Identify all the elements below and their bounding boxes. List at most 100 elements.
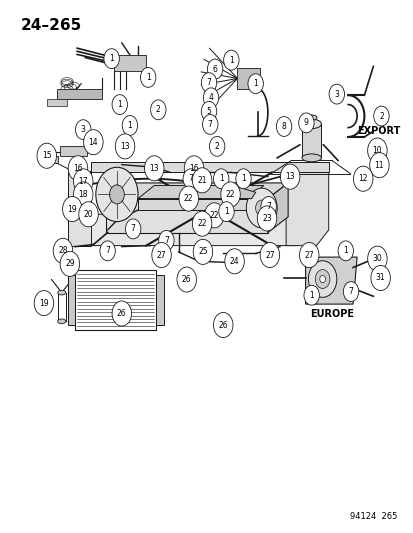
Circle shape [104, 49, 119, 69]
Polygon shape [91, 162, 328, 173]
Text: 7: 7 [131, 224, 135, 233]
Circle shape [62, 197, 82, 222]
Polygon shape [47, 99, 67, 106]
Text: 2: 2 [378, 111, 383, 120]
Circle shape [125, 219, 140, 239]
Circle shape [74, 169, 93, 194]
Text: 27: 27 [304, 251, 313, 260]
Text: 23: 23 [261, 214, 271, 223]
Circle shape [220, 182, 240, 207]
Circle shape [319, 276, 325, 282]
Text: 29: 29 [65, 260, 74, 269]
Text: 13: 13 [149, 164, 159, 173]
Ellipse shape [301, 154, 320, 162]
Circle shape [53, 238, 73, 263]
Circle shape [276, 117, 291, 136]
Circle shape [140, 68, 156, 87]
Text: 26: 26 [181, 275, 191, 284]
Circle shape [144, 156, 164, 181]
Circle shape [337, 241, 353, 261]
Circle shape [193, 239, 212, 264]
Circle shape [308, 261, 336, 297]
Circle shape [373, 106, 388, 126]
Circle shape [68, 156, 88, 181]
Circle shape [223, 50, 238, 70]
Text: 3: 3 [334, 90, 338, 99]
Circle shape [246, 188, 277, 228]
Text: 22: 22 [183, 194, 193, 203]
Text: 27: 27 [264, 251, 274, 260]
Circle shape [78, 201, 98, 227]
Text: 11: 11 [374, 160, 383, 169]
Circle shape [115, 134, 135, 159]
Circle shape [260, 197, 276, 216]
Circle shape [37, 143, 56, 168]
Circle shape [298, 113, 313, 133]
Text: EUROPE: EUROPE [309, 309, 353, 319]
Text: 3: 3 [81, 125, 85, 134]
Circle shape [207, 59, 222, 79]
Text: 1: 1 [253, 79, 257, 88]
Text: 2: 2 [214, 142, 219, 151]
Circle shape [100, 241, 115, 261]
Text: 6: 6 [212, 64, 217, 74]
Circle shape [201, 72, 216, 93]
Circle shape [95, 167, 138, 222]
Circle shape [178, 186, 198, 211]
Circle shape [112, 95, 127, 115]
Text: 7: 7 [105, 246, 110, 255]
Text: 24: 24 [229, 257, 239, 266]
Text: 8: 8 [281, 122, 286, 131]
Circle shape [315, 270, 329, 288]
Polygon shape [75, 270, 156, 330]
Polygon shape [68, 173, 91, 246]
Circle shape [122, 116, 137, 135]
Text: 9: 9 [303, 118, 308, 127]
Text: 27: 27 [157, 251, 166, 260]
Text: 1: 1 [342, 246, 347, 255]
Polygon shape [114, 55, 146, 71]
Text: 1: 1 [223, 207, 228, 216]
Circle shape [83, 130, 103, 155]
Text: 10: 10 [372, 146, 381, 155]
Circle shape [370, 265, 389, 290]
Polygon shape [79, 214, 318, 246]
Polygon shape [105, 199, 267, 232]
Circle shape [213, 312, 233, 337]
Circle shape [201, 101, 216, 122]
Circle shape [259, 243, 279, 268]
Text: 1: 1 [228, 55, 233, 64]
Polygon shape [40, 156, 57, 163]
Circle shape [184, 156, 203, 181]
Polygon shape [305, 257, 356, 304]
Ellipse shape [57, 319, 66, 324]
Circle shape [150, 100, 166, 120]
Circle shape [158, 230, 174, 251]
Circle shape [353, 166, 372, 191]
Text: 18: 18 [78, 190, 88, 199]
Text: 94124  265: 94124 265 [349, 512, 397, 521]
Circle shape [235, 169, 251, 189]
Text: 7: 7 [206, 78, 211, 87]
Circle shape [280, 164, 299, 189]
Polygon shape [156, 276, 163, 325]
Text: 22: 22 [209, 211, 218, 220]
Text: 14: 14 [88, 138, 98, 147]
Circle shape [247, 74, 263, 94]
Text: EXPORT: EXPORT [356, 126, 399, 136]
Ellipse shape [57, 290, 66, 295]
Text: 1: 1 [127, 121, 132, 130]
Circle shape [224, 249, 244, 274]
Text: 2: 2 [156, 106, 160, 114]
Circle shape [367, 246, 386, 271]
Circle shape [342, 281, 358, 302]
Polygon shape [68, 276, 75, 325]
Circle shape [75, 120, 91, 140]
Circle shape [255, 200, 267, 216]
Polygon shape [285, 173, 328, 246]
Polygon shape [60, 147, 87, 156]
Text: 1: 1 [109, 54, 114, 63]
Text: 17: 17 [78, 177, 88, 186]
Text: 28: 28 [58, 246, 68, 255]
Circle shape [303, 285, 318, 305]
